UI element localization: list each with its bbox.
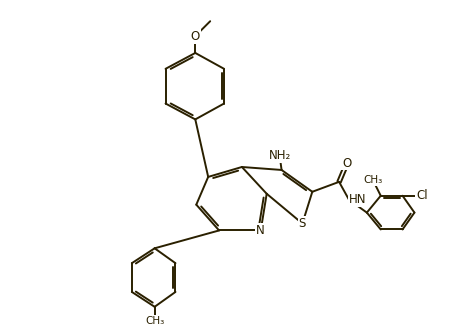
Text: Cl: Cl (416, 189, 428, 202)
Text: O: O (191, 29, 200, 43)
Text: CH₃: CH₃ (145, 316, 164, 326)
Text: N: N (256, 224, 265, 237)
Text: CH₃: CH₃ (363, 175, 383, 185)
Text: HN: HN (349, 193, 366, 206)
Text: NH₂: NH₂ (268, 149, 291, 162)
Text: O: O (343, 157, 352, 169)
Text: S: S (299, 217, 306, 230)
